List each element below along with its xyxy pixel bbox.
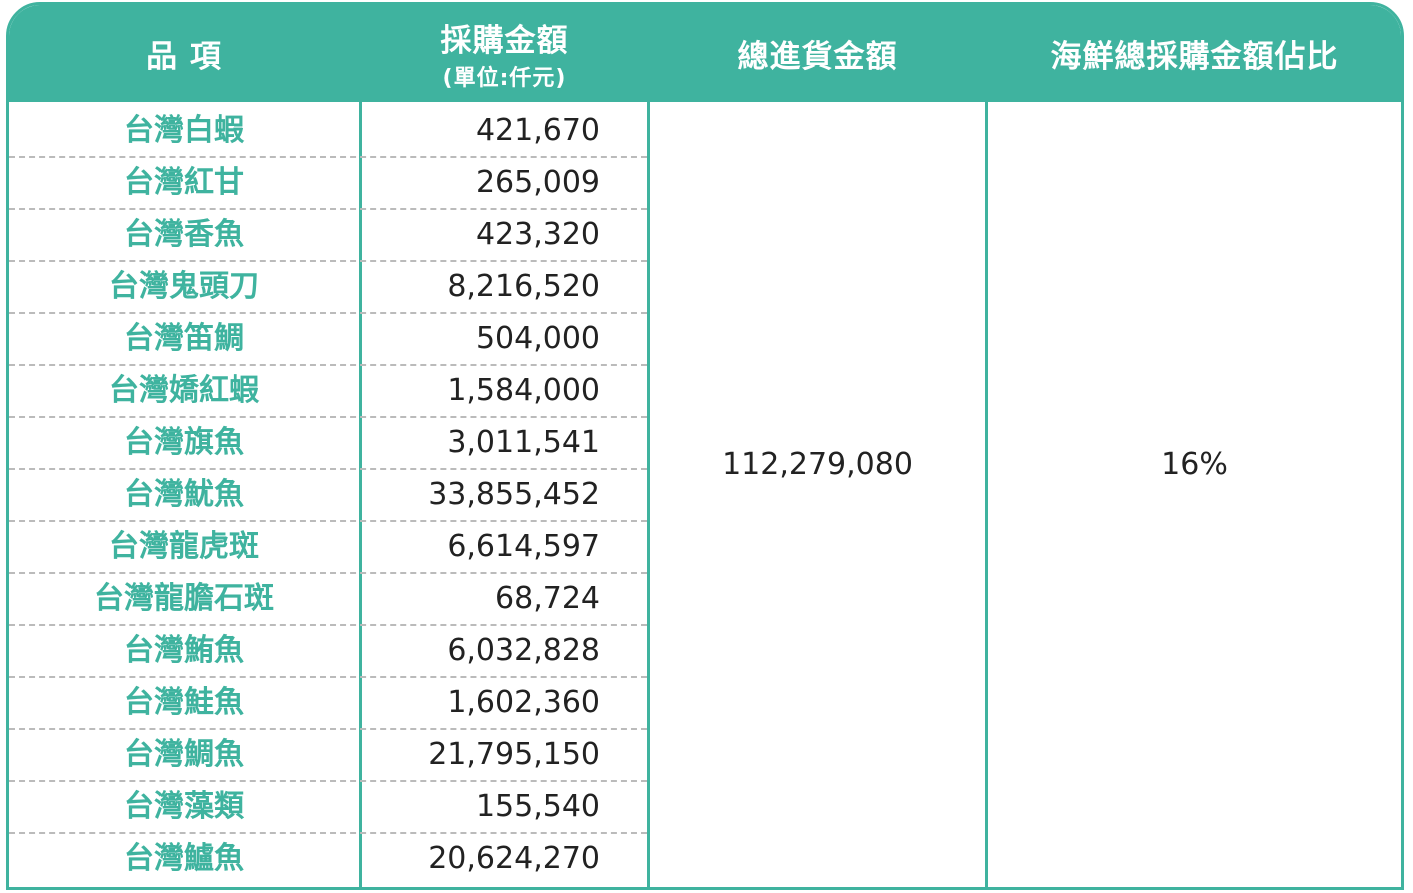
purchase-amount: 3,011,541	[447, 425, 600, 460]
purchase-amount: 20,624,270	[428, 841, 600, 876]
purchase-amount: 155,540	[475, 789, 600, 824]
purchase-amount: 21,795,150	[428, 737, 600, 772]
item-name: 台灣嬌紅蝦	[109, 373, 259, 408]
purchase-amount: 1,602,360	[447, 685, 600, 720]
row-separator	[9, 208, 647, 210]
row-separator	[9, 468, 647, 470]
table: 品 項 採購金額 (單位:仟元) 總進貨金額 海鮮總採購金額佔比 112,279,…	[6, 2, 1404, 890]
purchase-amount: 6,614,597	[447, 529, 600, 564]
purchase-amount: 421,670	[475, 113, 600, 148]
item-name: 台灣香魚	[124, 217, 244, 252]
item-name: 台灣龍虎斑	[109, 529, 259, 564]
row-separator	[9, 832, 647, 834]
item-name: 台灣旗魚	[124, 425, 244, 460]
row-separator	[9, 520, 647, 522]
item-name: 台灣鮪魚	[124, 633, 244, 668]
seafood-share: 16%	[1161, 447, 1228, 482]
column-divider	[647, 5, 650, 887]
item-name: 台灣笛鯛	[124, 321, 244, 356]
header-cell: 海鮮總採購金額佔比	[988, 5, 1401, 102]
header-subtext: (單位:仟元)	[442, 66, 567, 91]
purchase-amount: 68,724	[495, 581, 600, 616]
row-separator	[9, 416, 647, 418]
item-name: 台灣藻類	[124, 789, 244, 824]
row-separator	[9, 624, 647, 626]
row-separator	[9, 676, 647, 678]
item-name: 台灣鱸魚	[124, 841, 244, 876]
row-separator	[9, 260, 647, 262]
column-divider	[359, 5, 362, 887]
header-cell: 品 項	[9, 5, 359, 102]
header-text: 採購金額	[440, 23, 569, 59]
row-separator	[9, 312, 647, 314]
item-name: 台灣鯛魚	[124, 737, 244, 772]
item-name: 台灣鬼頭刀	[109, 269, 259, 304]
row-separator	[9, 364, 647, 366]
item-name: 台灣魷魚	[124, 477, 244, 512]
header-text: 總進貨金額	[737, 39, 898, 75]
purchase-amount: 504,000	[475, 321, 600, 356]
header-text: 海鮮總採購金額佔比	[1050, 39, 1339, 75]
total-amount: 112,279,080	[722, 447, 913, 482]
row-separator	[9, 780, 647, 782]
row-separator	[9, 156, 647, 158]
purchase-amount: 6,032,828	[447, 633, 600, 668]
header-cell: 總進貨金額	[650, 5, 985, 102]
header-text: 品 項	[146, 39, 222, 75]
header-cell: 採購金額 (單位:仟元)	[362, 5, 647, 102]
row-separator	[9, 728, 647, 730]
item-name: 台灣紅甘	[124, 165, 244, 200]
item-name: 台灣白蝦	[124, 113, 244, 148]
item-name: 台灣龍膽石斑	[94, 581, 274, 616]
purchase-amount: 33,855,452	[428, 477, 600, 512]
purchase-amount: 423,320	[475, 217, 600, 252]
row-separator	[9, 572, 647, 574]
column-divider	[985, 5, 988, 887]
purchase-amount: 265,009	[475, 165, 600, 200]
purchase-amount: 1,584,000	[447, 373, 600, 408]
purchase-amount: 8,216,520	[447, 269, 600, 304]
item-name: 台灣鮭魚	[124, 685, 244, 720]
